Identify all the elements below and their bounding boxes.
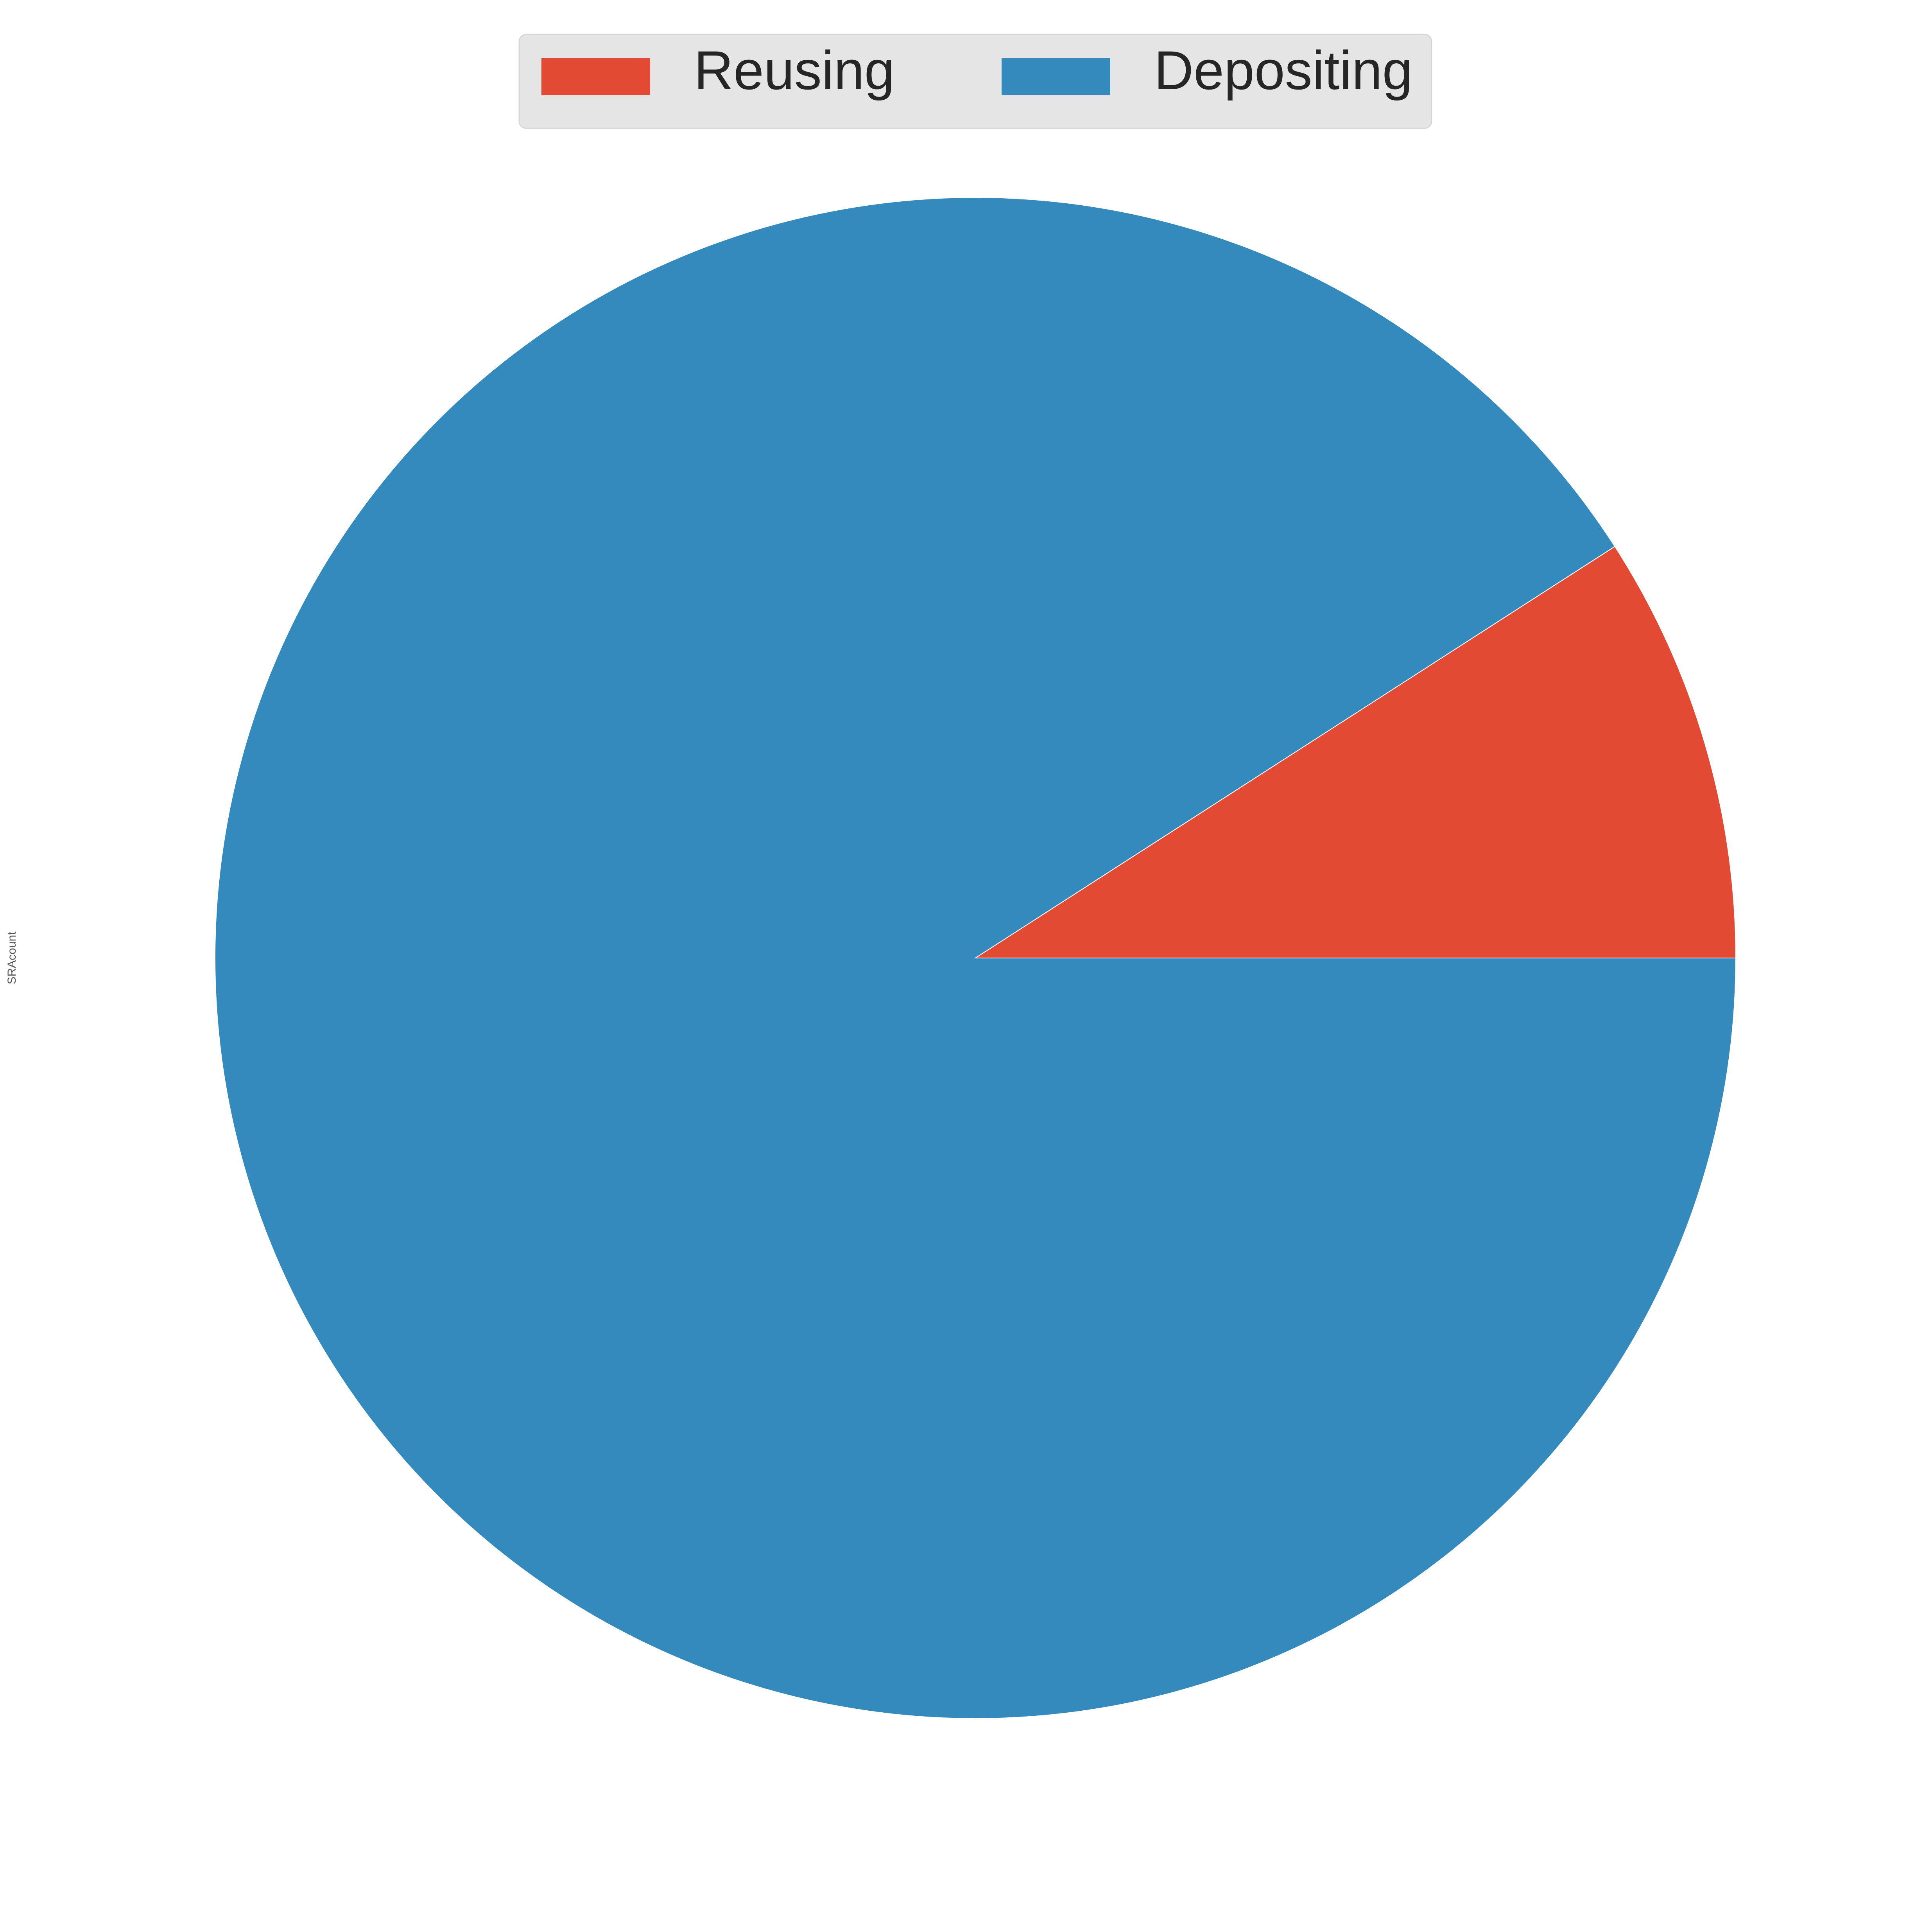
pie-slices — [215, 197, 1737, 1719]
pie-slice-reusing — [974, 546, 1737, 958]
legend: Reusing Depositing — [518, 34, 1432, 129]
legend-label-depositing: Depositing — [1154, 39, 1413, 101]
y-axis-label: SRAcount — [5, 931, 18, 985]
legend-swatch-depositing — [1002, 58, 1110, 95]
legend-swatch-reusing — [541, 58, 650, 95]
legend-frame — [518, 34, 1432, 129]
legend-label-reusing: Reusing — [694, 39, 895, 101]
pie-slice-depositing — [215, 197, 1737, 1719]
